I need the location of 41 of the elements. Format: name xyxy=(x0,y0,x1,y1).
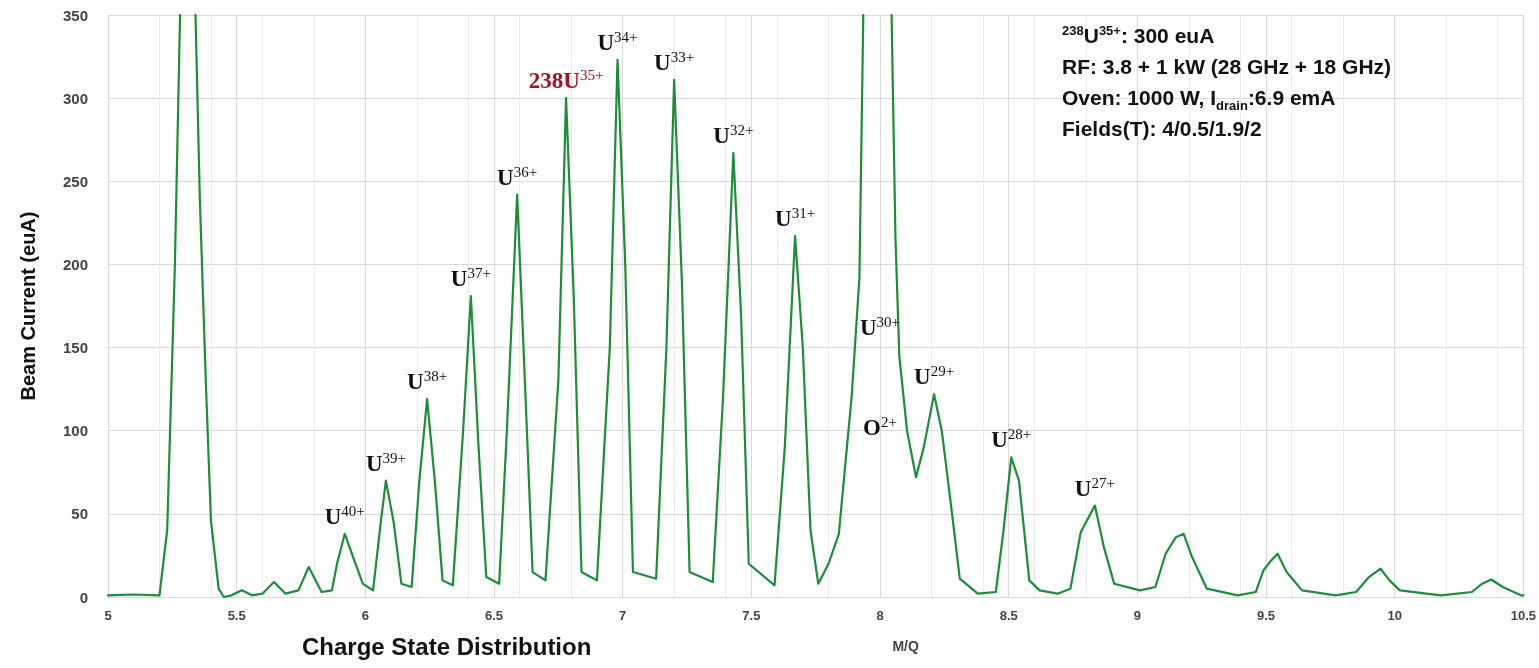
x-tick-label: 8 xyxy=(876,608,884,623)
y-tick-label: 200 xyxy=(62,255,88,273)
annotation: U$^{40+}$ xyxy=(324,501,365,529)
annotation: U$^{28+}$ xyxy=(991,425,1032,453)
annotation: Oven: 1000 W, I$_{drain}$:6.9 emA xyxy=(1062,85,1337,114)
x-tick-label: 6.5 xyxy=(484,608,504,623)
y-tick-label: 250 xyxy=(62,172,88,190)
text: Charge State Distribution xyxy=(302,633,592,661)
annotation: U$^{27+}$ xyxy=(1074,473,1115,501)
x-tick-label: 9.5 xyxy=(1256,608,1276,623)
annotation: U$^{33+}$ xyxy=(654,47,695,75)
x-axis-title: M/Q xyxy=(892,638,919,654)
y-axis-title: Beam Current (euA) xyxy=(17,211,39,401)
x-tick-label: 8.5 xyxy=(999,608,1018,623)
x-tick-label: 7.5 xyxy=(742,608,761,623)
y-tick-label: 0 xyxy=(79,588,88,606)
annotation: U$^{39+}$ xyxy=(365,448,406,476)
annotation: O$^{2+}$ xyxy=(863,413,897,440)
annotation: U$^{36+}$ xyxy=(497,162,538,190)
annotation: U$^{32+}$ xyxy=(713,121,754,149)
annotation: $^{238}$U$^{35+}$: 300 euA xyxy=(1062,22,1216,49)
annotation: RF: 3.8 + 1 kW (28 GHz + 18 GHz) xyxy=(1062,54,1392,80)
x-tick-label: 10 xyxy=(1387,608,1402,623)
y-tick-label: 350 xyxy=(62,6,88,24)
y-tick-label: 50 xyxy=(71,505,88,523)
y-tick-label: 300 xyxy=(62,89,88,107)
annotation: U$^{31+}$ xyxy=(775,204,816,232)
annotation: U$^{37+}$ xyxy=(450,264,491,292)
annotation: U$^{34+}$ xyxy=(597,27,638,55)
x-tick-label: 5.5 xyxy=(227,608,246,623)
x-tick-label: 5 xyxy=(104,608,112,623)
x-tick-label: 10.5 xyxy=(1510,608,1537,623)
y-tick-label: 100 xyxy=(62,422,88,440)
annotation: Fields(T): 4/0.5/1.9/2 xyxy=(1062,116,1263,142)
y-tick-label: 150 xyxy=(62,339,88,357)
annotation: 238U$^{35+}$ xyxy=(528,66,604,94)
x-tick-label: 6 xyxy=(361,608,369,623)
x-tick-label: 7 xyxy=(619,608,627,623)
annotation: U$^{29+}$ xyxy=(914,362,955,390)
annotation: U$^{38+}$ xyxy=(407,367,448,395)
x-tick-label: 9 xyxy=(1133,608,1141,623)
